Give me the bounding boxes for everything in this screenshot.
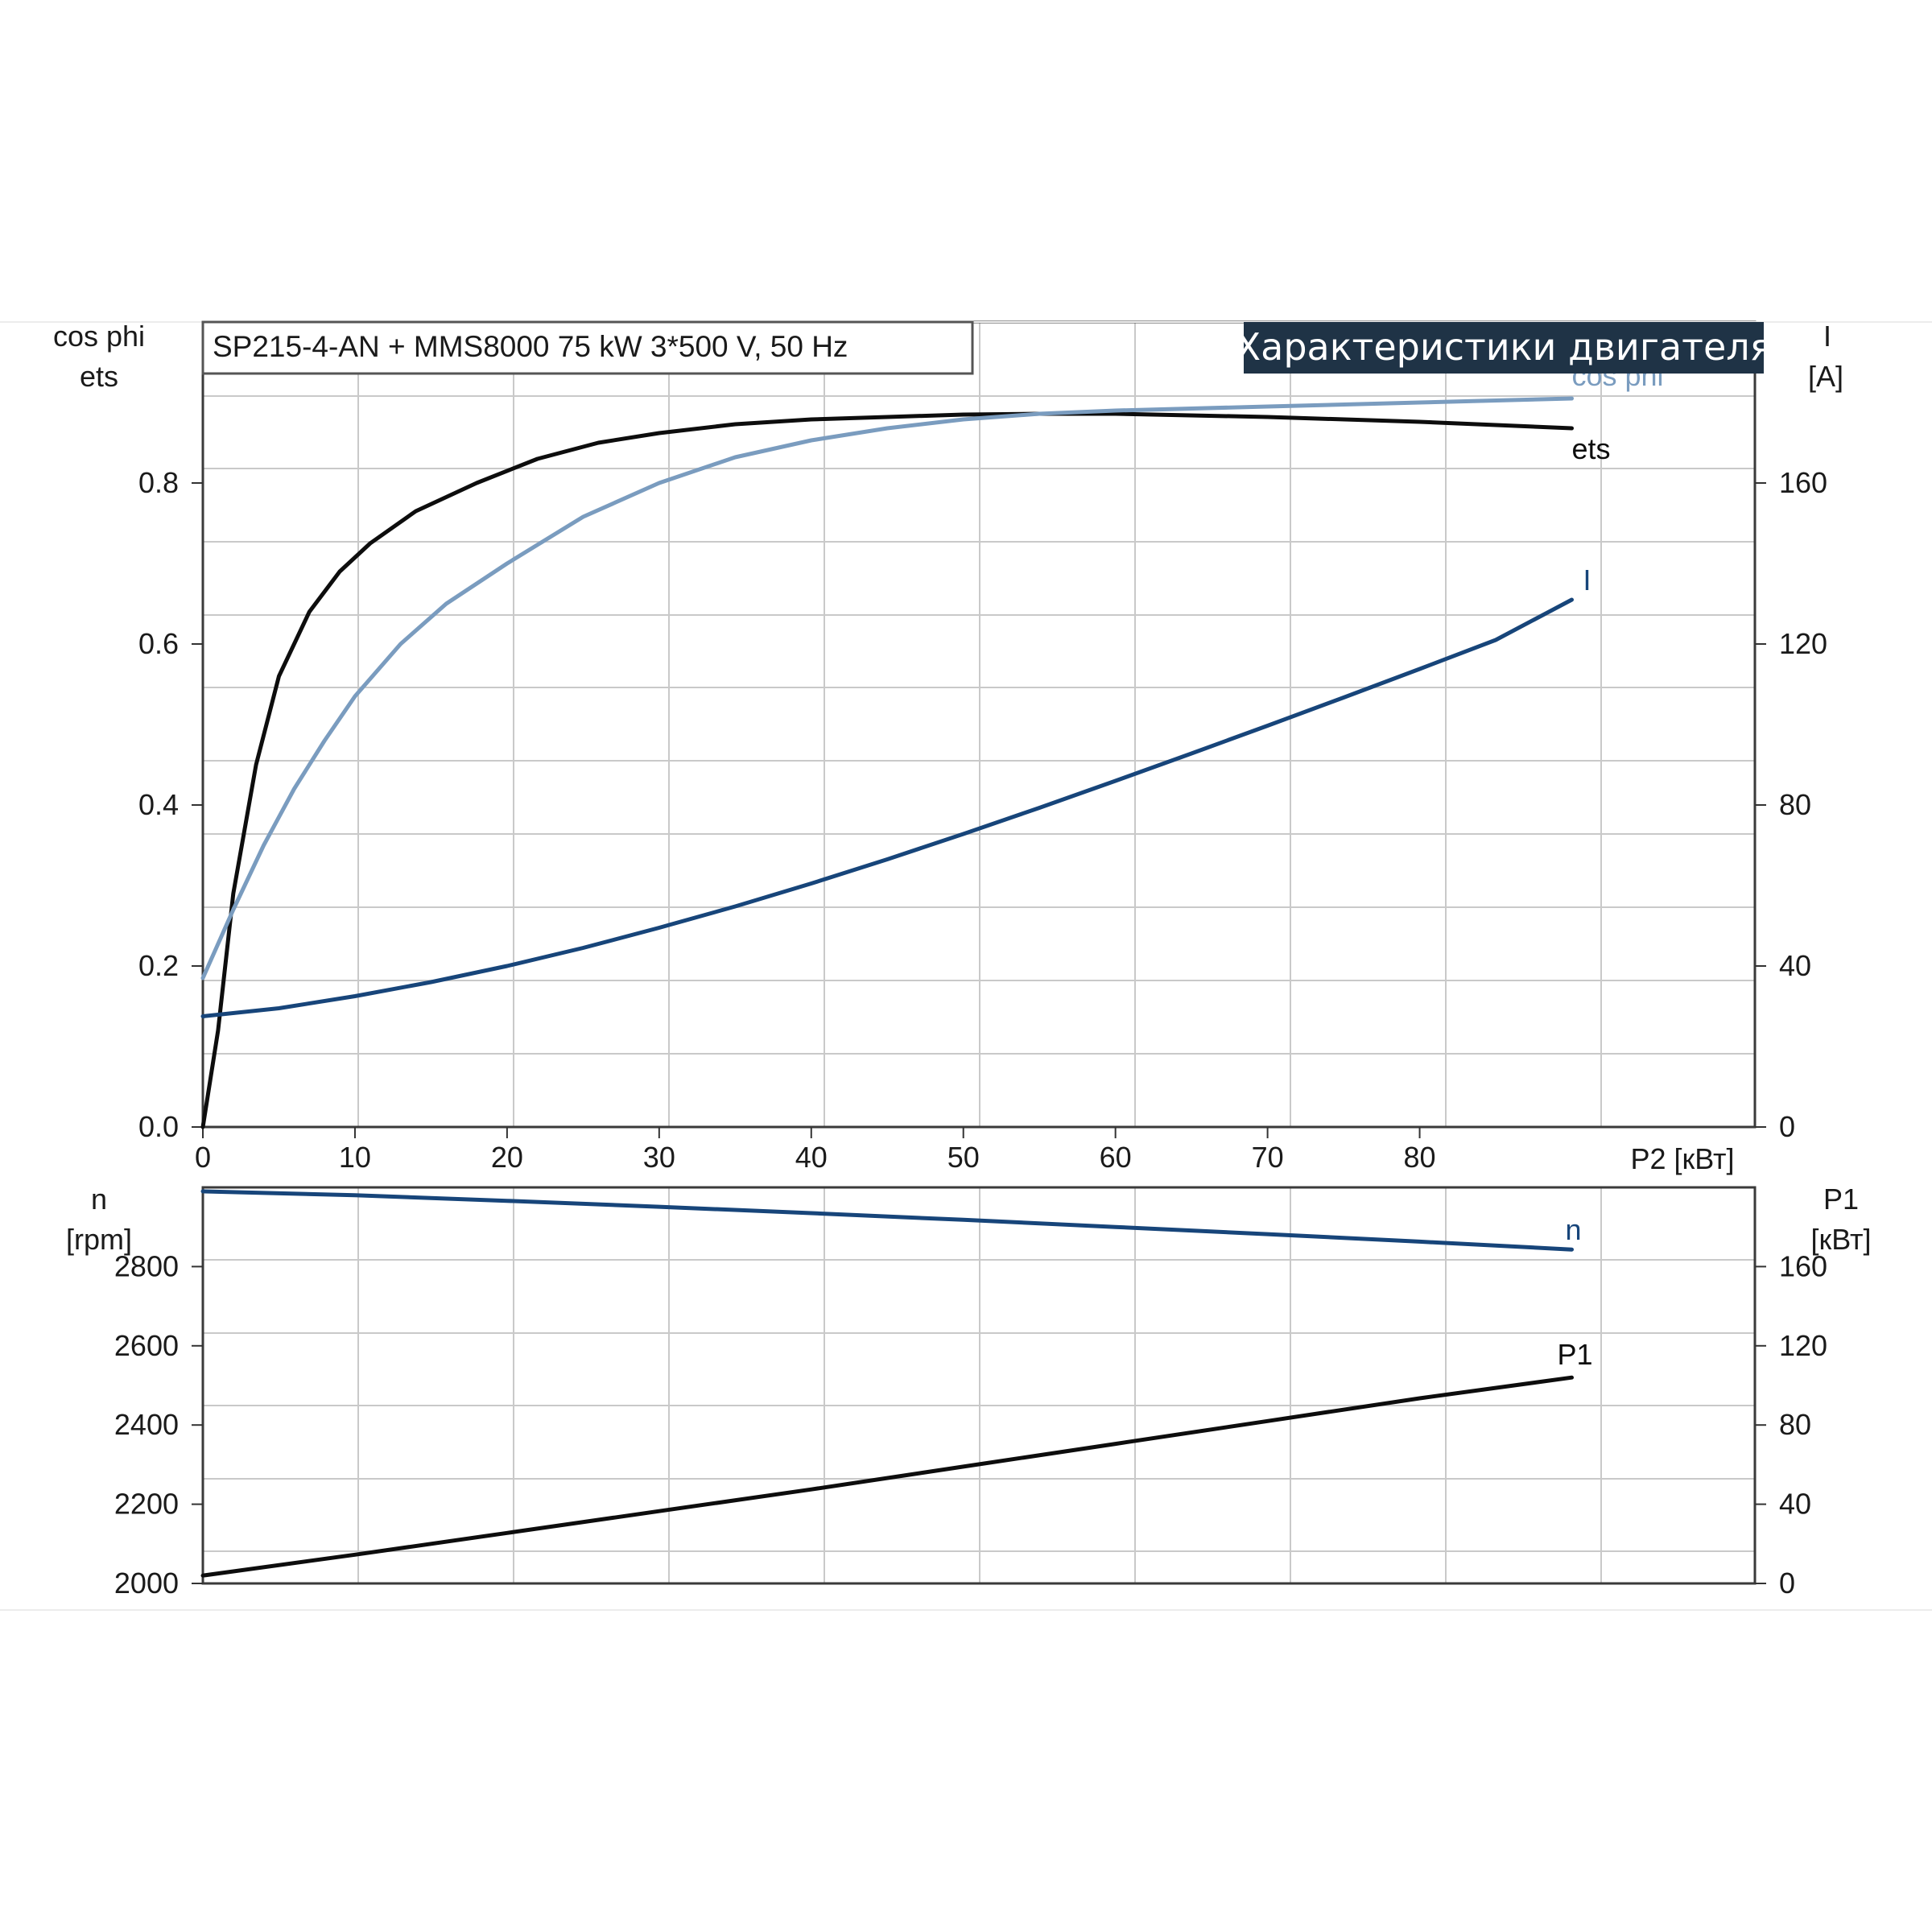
header-box: [201, 320, 974, 375]
y-left-tick-label: 2400: [114, 1408, 179, 1441]
x-tick-label: 30: [643, 1141, 675, 1174]
chart-panel-1: 2000 2200 2400 2600 2800 0 40 80 120 160 n P1: [114, 1186, 1827, 1600]
chart-header: SP215-4-AN + MMS8000 75 kW 3*500 V, 50 H…: [213, 330, 848, 363]
x-tick-label: 70: [1252, 1141, 1284, 1174]
series-line-n: [200, 1189, 1574, 1252]
y-right-tick-label: 120: [1779, 627, 1827, 660]
y-left-title-bottom-line1: n: [91, 1183, 107, 1216]
y-left-title-bottom-line2: [rpm]: [66, 1223, 132, 1256]
y-right-title-bottom-line1: P1: [1823, 1183, 1859, 1216]
y-left-tick-label: 0.2: [138, 949, 179, 982]
y-left-tick-label: 0.8: [138, 466, 179, 499]
series-label-ets: ets: [1571, 432, 1610, 465]
x-tick-label: 50: [947, 1141, 980, 1174]
series-label-n: n: [1565, 1213, 1581, 1246]
chart-banner: Характеристики двигателя: [1236, 325, 1773, 369]
series-line-cos-phi: [200, 396, 1574, 980]
y-left-title-line1: cos phi: [53, 320, 145, 353]
x-tick-label: 60: [1100, 1141, 1132, 1174]
y-right-tick-label: 0: [1779, 1110, 1795, 1143]
y-left-tick-label: 0.0: [138, 1110, 179, 1143]
y-right-tick-label: 80: [1779, 788, 1811, 821]
x-tick-label: 80: [1404, 1141, 1436, 1174]
grid-group: [202, 321, 1755, 1128]
y-left-tick-label: 2000: [114, 1567, 179, 1600]
plot-frame: [201, 1186, 1757, 1585]
x-tick-label: 10: [339, 1141, 371, 1174]
y-right-tick-label: 80: [1779, 1408, 1811, 1441]
y-left-tick-label: 0.4: [138, 788, 179, 821]
banner-box: [1244, 322, 1764, 374]
series-line-i: [200, 597, 1574, 1018]
y-left-title-line2: ets: [80, 360, 118, 393]
y-right-tick-label: 40: [1779, 1488, 1811, 1521]
y-right-tick-label: 120: [1779, 1329, 1827, 1362]
x-axis-title: P2 [кВт]: [1630, 1142, 1734, 1175]
x-tick-label: 20: [491, 1141, 523, 1174]
y-right-title-line1: I: [1823, 320, 1831, 353]
chart-panel-0: 0.0 0.2 0.4 0.6 0.8 0 40 80 120 160 0 10 20 30 40 50 60 7…: [138, 320, 1827, 1174]
y-right-title-line2: [A]: [1808, 360, 1843, 393]
y-left-tick-label: 2800: [114, 1249, 179, 1282]
x-tick-label: 0: [195, 1141, 211, 1174]
series-line-ets: [200, 411, 1574, 1129]
y-left-tick-label: 2600: [114, 1329, 179, 1362]
x-tick-label: 40: [795, 1141, 828, 1174]
y-right-tick-label: 160: [1779, 466, 1827, 499]
series-label-p1: P1: [1557, 1338, 1592, 1371]
y-left-tick-label: 2200: [114, 1488, 179, 1521]
y-right-tick-label: 0: [1779, 1567, 1795, 1600]
y-right-tick-label: 40: [1779, 949, 1811, 982]
y-right-title-bottom-line2: [кВт]: [1810, 1223, 1871, 1256]
series-line-p1: [200, 1375, 1574, 1578]
y-right-tick-label: 160: [1779, 1249, 1827, 1282]
series-label-i: I: [1583, 564, 1591, 597]
y-left-tick-label: 0.6: [138, 627, 179, 660]
